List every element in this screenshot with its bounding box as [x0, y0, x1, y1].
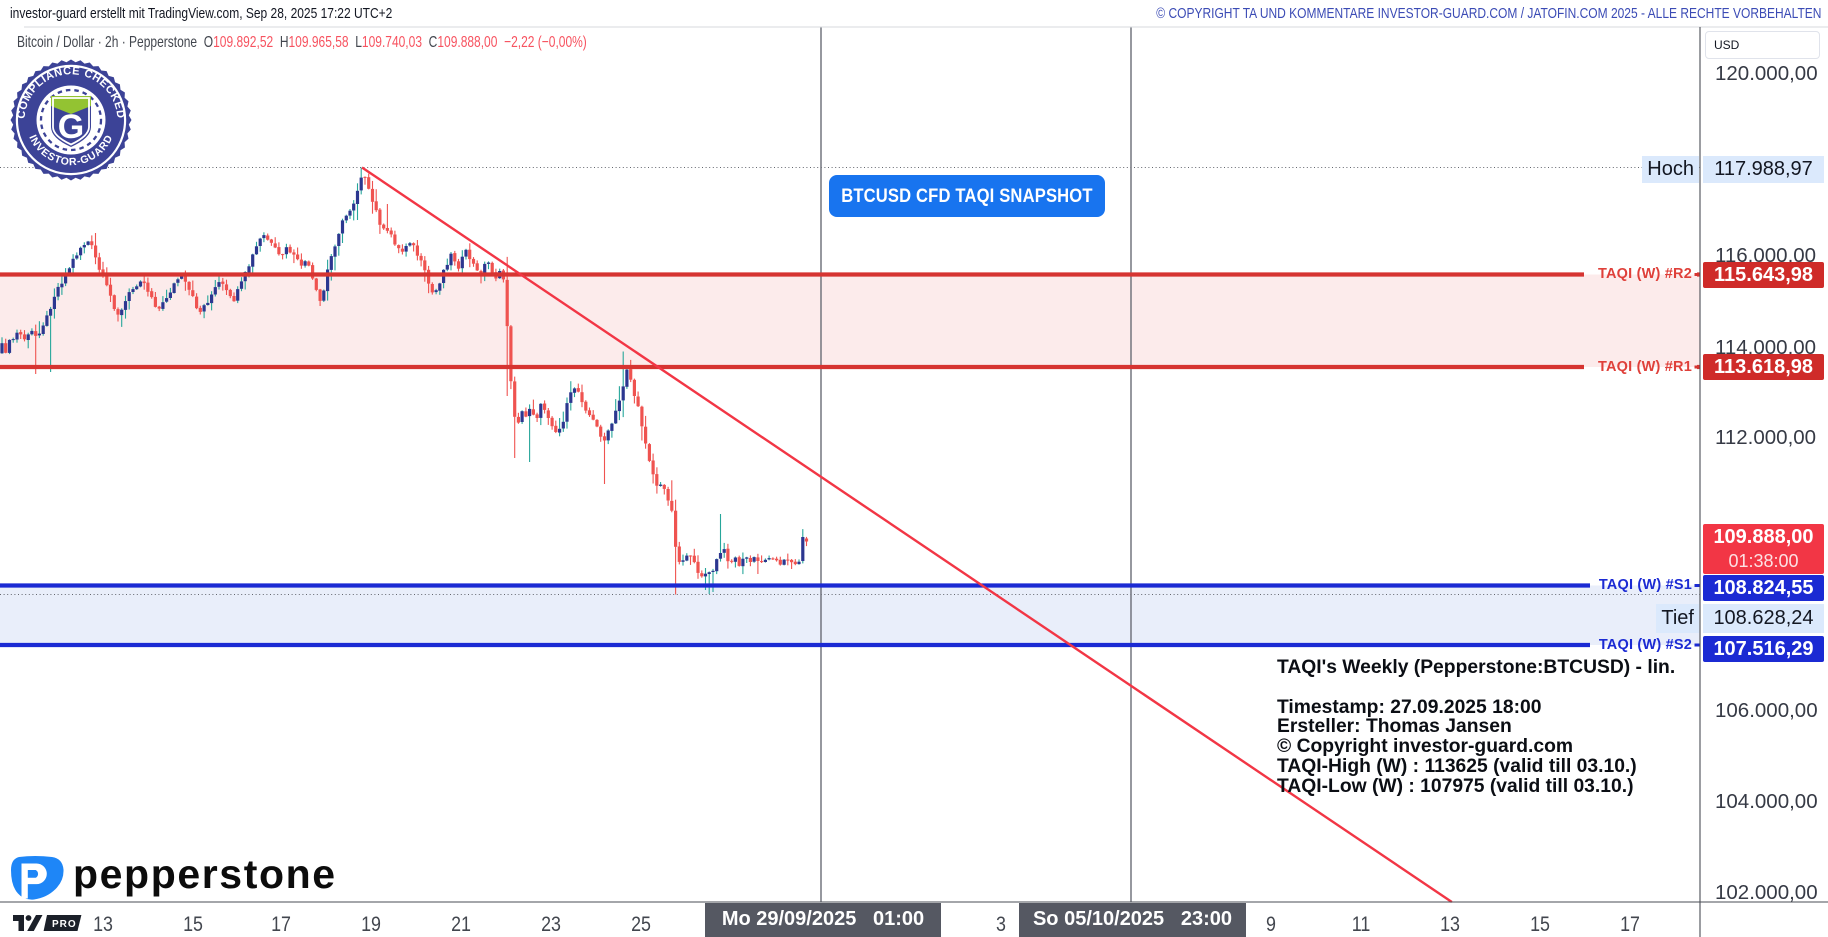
- svg-text:PRO: PRO: [52, 919, 77, 930]
- svg-text:pepperstone: pepperstone: [73, 855, 337, 897]
- svg-text:G: G: [58, 108, 84, 146]
